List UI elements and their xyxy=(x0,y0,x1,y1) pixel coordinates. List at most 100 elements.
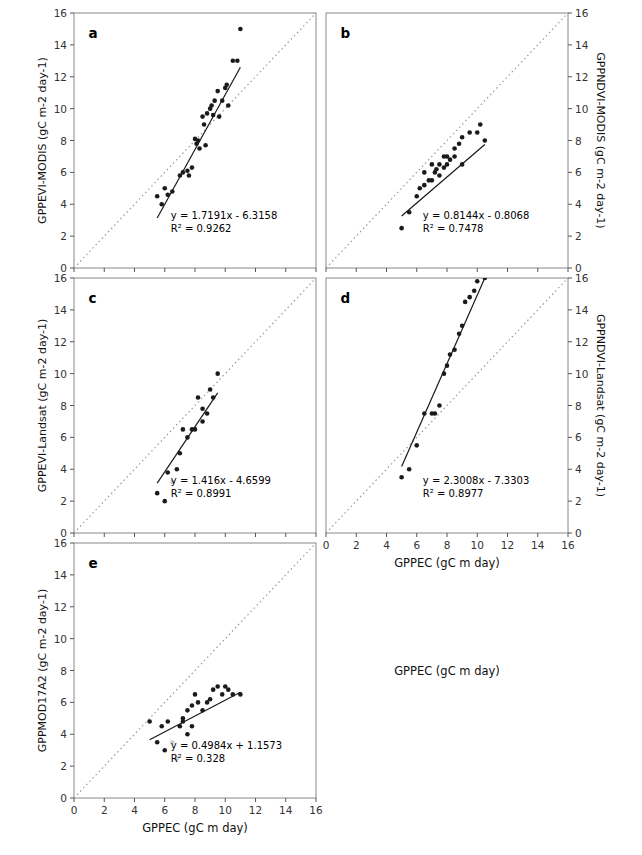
x-tick xyxy=(195,533,196,537)
x-tick xyxy=(316,533,317,537)
scatter-point xyxy=(399,475,404,480)
plot-area xyxy=(326,13,568,268)
y-tick xyxy=(568,341,572,342)
y-tick xyxy=(70,702,74,703)
scatter-point xyxy=(434,167,439,172)
x-tick xyxy=(568,268,569,272)
y-tick-label: 12 xyxy=(54,71,67,83)
scatter-point xyxy=(226,687,231,692)
figure-annotation: GPPEC (gC m day) xyxy=(394,664,500,678)
x-tick xyxy=(316,798,317,802)
panel: 0246810121416GPPEVI-Landsat (gC m-2 day-… xyxy=(36,272,317,539)
scatter-point xyxy=(422,170,427,175)
y-tick xyxy=(70,405,74,406)
x-tick xyxy=(507,268,508,272)
scatter-point xyxy=(211,687,216,692)
x-tick-label: 6 xyxy=(413,539,420,551)
y-tick-label: 4 xyxy=(575,198,582,210)
x-tick xyxy=(316,268,317,272)
scatter-point xyxy=(175,467,180,472)
panel-label: a xyxy=(89,25,98,41)
scatter-point xyxy=(414,443,419,448)
x-tick-label: 2 xyxy=(353,539,360,551)
scatter-point xyxy=(185,168,190,173)
scatter-point xyxy=(208,697,213,702)
x-tick-label: 12 xyxy=(249,804,262,816)
scatter-point xyxy=(467,295,472,300)
y-tick-label: 4 xyxy=(60,463,67,475)
plot-frame xyxy=(74,13,316,268)
y-tick-label: 16 xyxy=(54,537,68,549)
x-tick xyxy=(285,268,286,272)
scatter-point xyxy=(165,719,170,724)
x-tick-label: 12 xyxy=(501,539,514,551)
one-to-one-line xyxy=(74,278,316,533)
y-tick-label: 2 xyxy=(60,495,67,507)
plot-frame xyxy=(326,13,568,268)
y-tick-label: 16 xyxy=(54,272,68,284)
annotation-background xyxy=(169,739,284,765)
annotation: R² = 0.7478 xyxy=(423,223,484,234)
annotation-background xyxy=(421,209,532,235)
y-tick-label: 16 xyxy=(575,7,589,19)
y-tick-label: 2 xyxy=(60,760,67,772)
x-tick-label: 4 xyxy=(131,804,138,816)
y-tick xyxy=(568,140,572,141)
x-tick xyxy=(416,268,417,272)
panel-label: b xyxy=(341,25,351,41)
scatter-point xyxy=(433,411,438,416)
y-tick xyxy=(568,172,572,173)
x-tick xyxy=(74,798,75,802)
y-tick xyxy=(70,236,74,237)
scatter-point xyxy=(208,387,213,392)
x-tick xyxy=(164,268,165,272)
scatter-point xyxy=(422,183,427,188)
x-tick xyxy=(104,268,105,272)
y-tick-label: 14 xyxy=(575,304,589,316)
panel-label: c xyxy=(89,290,97,306)
y-tick xyxy=(70,670,74,671)
y-tick-label: 2 xyxy=(575,230,582,242)
scatter-point xyxy=(460,135,465,140)
scatter-point xyxy=(162,748,167,753)
scatter-point xyxy=(185,708,190,713)
scatter-point xyxy=(448,157,453,162)
scatter-point xyxy=(209,103,214,108)
x-tick xyxy=(447,268,448,272)
one-to-one-line xyxy=(74,13,316,268)
scatter-point xyxy=(197,146,202,151)
x-tick xyxy=(356,268,357,272)
scatter-point xyxy=(463,300,468,305)
annotation: y = 1.416x - 4.6599 xyxy=(171,475,271,486)
y-tick xyxy=(70,469,74,470)
y-tick-label: 6 xyxy=(60,696,67,708)
y-tick xyxy=(568,44,572,45)
regression-line xyxy=(157,67,240,218)
y-tick-label: 2 xyxy=(60,230,67,242)
y-tick-label: 6 xyxy=(575,431,582,443)
x-tick xyxy=(225,798,226,802)
x-tick-label: 0 xyxy=(71,804,78,816)
y-axis-label: GPPNDVI-MODIS (gC m-2 day-1) xyxy=(594,52,607,228)
scatter-point xyxy=(215,371,220,376)
scatter-point xyxy=(220,692,225,697)
scatter-point xyxy=(452,154,457,159)
x-tick xyxy=(134,268,135,272)
figure: 0246810121416GPPEVI-MODIS (gC m-2 day-1)… xyxy=(0,0,642,855)
plot-area xyxy=(326,278,568,533)
x-axis-label: GPPEC (gC m day) xyxy=(394,556,500,570)
scatter-point xyxy=(472,288,477,293)
plot-area xyxy=(74,278,316,533)
y-tick xyxy=(70,501,74,502)
y-tick xyxy=(70,204,74,205)
y-tick-label: 4 xyxy=(60,198,67,210)
x-tick xyxy=(285,533,286,537)
y-tick-label: 16 xyxy=(575,272,589,284)
y-tick-label: 14 xyxy=(54,304,68,316)
x-tick-label: 10 xyxy=(219,804,232,816)
x-tick xyxy=(326,533,327,537)
scatter-point xyxy=(190,703,195,708)
y-tick-label: 4 xyxy=(60,728,67,740)
y-tick xyxy=(568,405,572,406)
y-tick-label: 8 xyxy=(60,135,67,147)
